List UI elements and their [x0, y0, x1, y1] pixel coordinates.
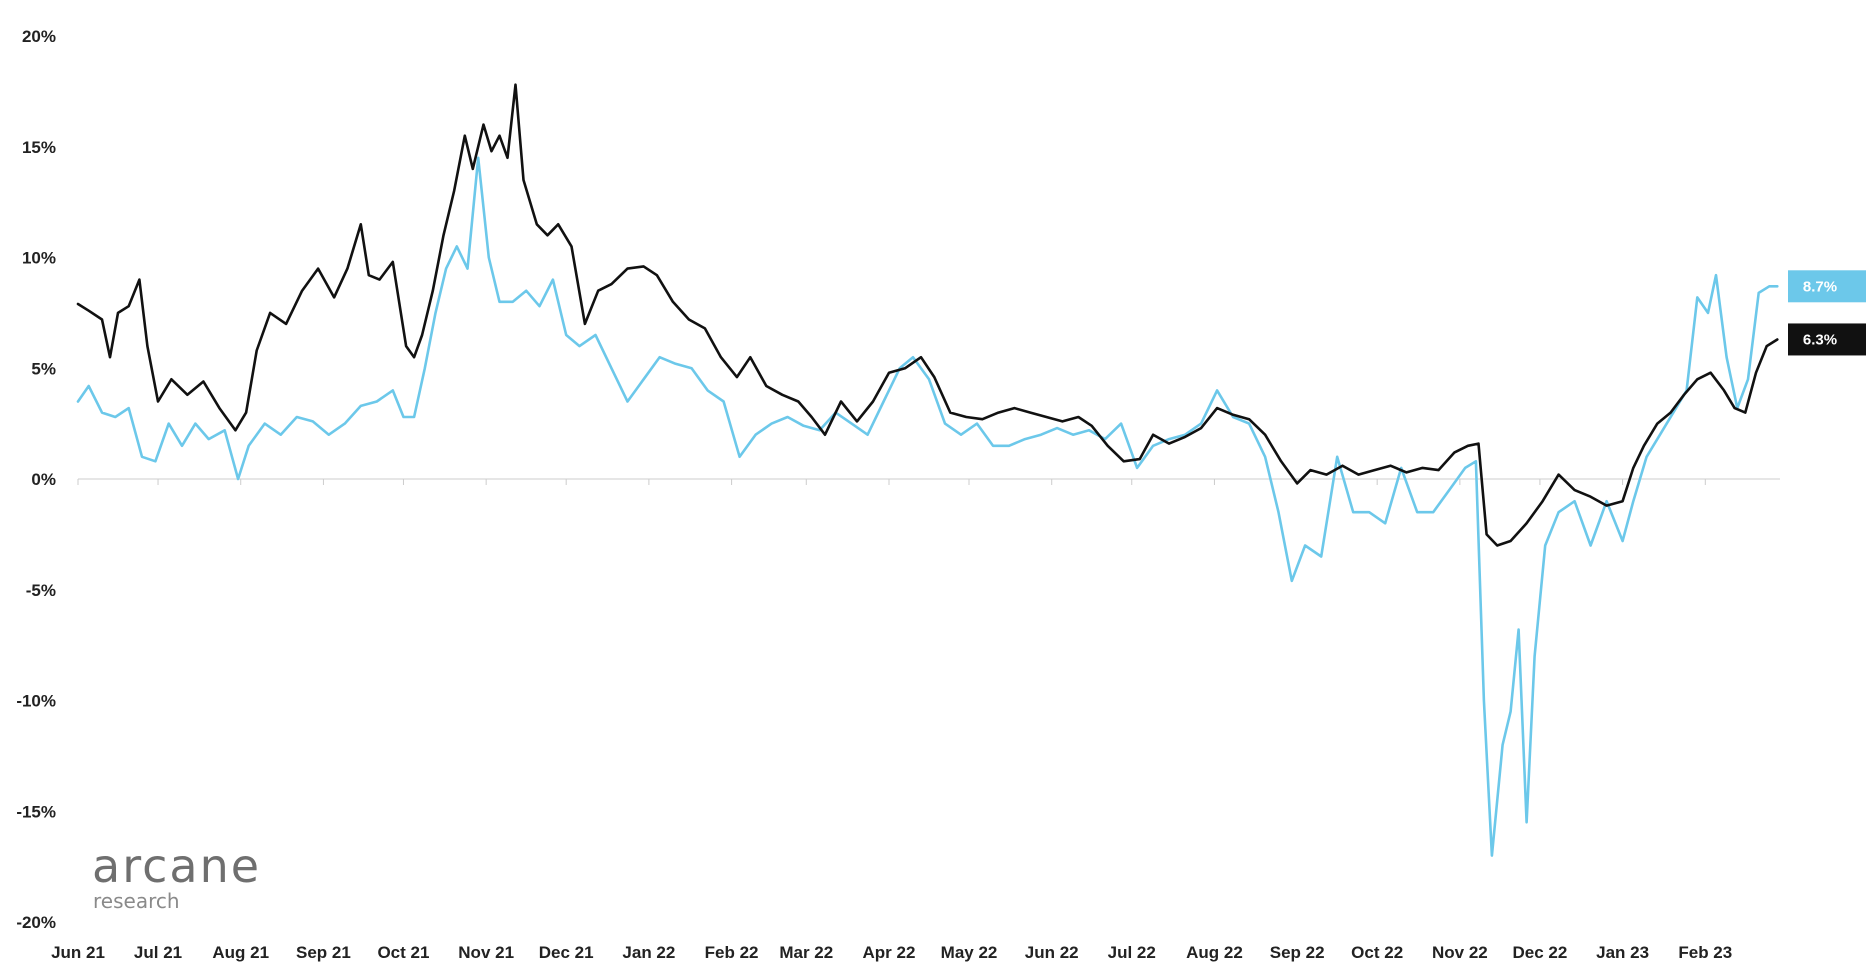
y-tick-label: 10% — [22, 249, 56, 268]
x-tick-label: Mar 22 — [779, 943, 833, 962]
x-tick-label: Oct 21 — [377, 943, 429, 962]
x-tick-label: Sep 22 — [1270, 943, 1325, 962]
y-tick-label: 20% — [22, 27, 56, 46]
logo-subtitle: research — [93, 889, 180, 913]
x-tick-label: Aug 21 — [212, 943, 269, 962]
x-tick-label: Jun 22 — [1025, 943, 1079, 962]
series-layer — [76, 83, 1779, 857]
end-label-text: 8.7% — [1803, 278, 1837, 295]
x-tick-label: Jul 22 — [1108, 943, 1156, 962]
x-axis-ticks: Jun 21 Jul 21 Aug 21 Sep 21 Oct 21 Nov 21 Dec … — [51, 479, 1732, 962]
x-tick-label: Jan 23 — [1596, 943, 1649, 962]
x-tick-label: Feb 23 — [1678, 943, 1732, 962]
x-tick-label: Apr 22 — [863, 943, 916, 962]
y-axis-ticks: 20% 15% 10% 5% 0% -5% -10% -15% -20% — [16, 27, 56, 932]
x-tick-label: Dec 21 — [539, 943, 594, 962]
x-tick-label: Sep 21 — [296, 943, 351, 962]
x-tick-label: Oct 22 — [1351, 943, 1403, 962]
y-tick-label: 5% — [31, 359, 56, 378]
end-value-labels: 8.7% 6.3% — [1788, 270, 1866, 356]
series-line-0 — [76, 83, 1779, 547]
y-tick-label: 15% — [22, 138, 56, 157]
y-tick-label: -10% — [16, 692, 56, 711]
logo-wordmark: arcane — [92, 839, 261, 893]
end-label-box — [1788, 323, 1866, 356]
y-tick-label: -15% — [16, 802, 56, 821]
series-line-1 — [76, 156, 1779, 857]
x-tick-label: Feb 22 — [705, 943, 759, 962]
y-tick-label: -5% — [26, 581, 56, 600]
x-tick-label: Jan 22 — [622, 943, 675, 962]
x-tick-label: May 22 — [941, 943, 998, 962]
x-tick-label: Nov 22 — [1432, 943, 1488, 962]
y-tick-label: -20% — [16, 913, 56, 932]
x-tick-label: Nov 21 — [458, 943, 514, 962]
end-label-1: 6.3% — [1788, 323, 1866, 356]
end-label-0: 8.7% — [1788, 270, 1866, 303]
arcane-research-logo: arcane research — [92, 839, 261, 913]
x-tick-label: Jun 21 — [51, 943, 105, 962]
y-tick-label: 0% — [31, 470, 56, 489]
x-tick-label: Aug 22 — [1186, 943, 1243, 962]
x-tick-label: Jul 21 — [134, 943, 182, 962]
x-tick-label: Dec 22 — [1512, 943, 1567, 962]
end-label-box — [1788, 270, 1866, 303]
end-label-text: 6.3% — [1803, 331, 1837, 348]
